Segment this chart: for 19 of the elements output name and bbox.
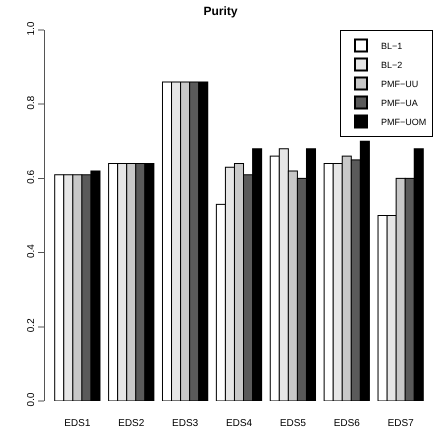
x-tick-label: EDS5 (280, 418, 306, 429)
y-tick-label: 0.6 (26, 170, 37, 184)
legend-label: PMF−UU (381, 79, 418, 90)
x-tick-label: EDS4 (226, 418, 252, 429)
legend-label: BL−1 (381, 41, 402, 52)
x-tick-label: EDS3 (172, 418, 199, 429)
y-tick-label: 1.0 (26, 21, 37, 36)
legend-label: PMF−UA (381, 98, 418, 108)
legend-label: BL−2 (381, 60, 402, 70)
chart-title: Purity (203, 4, 238, 18)
x-tick-label: EDS1 (64, 418, 91, 429)
x-tick-label: EDS7 (388, 418, 414, 429)
x-tick-label: EDS2 (118, 418, 145, 429)
y-tick-label: 0.4 (26, 244, 37, 258)
legend-label: PMF−UOM (381, 117, 426, 128)
y-tick-label: 0.2 (26, 318, 37, 332)
y-tick-label: 0.8 (26, 95, 37, 110)
x-tick-label: EDS6 (334, 418, 360, 429)
y-tick-label: 0.0 (26, 392, 37, 406)
